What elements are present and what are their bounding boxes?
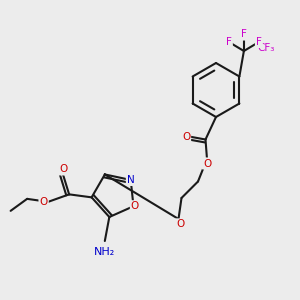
- Text: O: O: [131, 201, 139, 211]
- Text: CF₃: CF₃: [257, 43, 275, 53]
- Text: O: O: [59, 164, 67, 175]
- Text: N: N: [127, 175, 135, 185]
- Text: O: O: [182, 131, 190, 142]
- Text: NH₂: NH₂: [94, 247, 116, 256]
- Text: F: F: [226, 37, 232, 47]
- Text: F: F: [241, 29, 247, 40]
- Text: O: O: [40, 197, 48, 207]
- Text: O: O: [176, 219, 184, 230]
- Text: F: F: [256, 37, 262, 47]
- Text: O: O: [203, 158, 211, 169]
